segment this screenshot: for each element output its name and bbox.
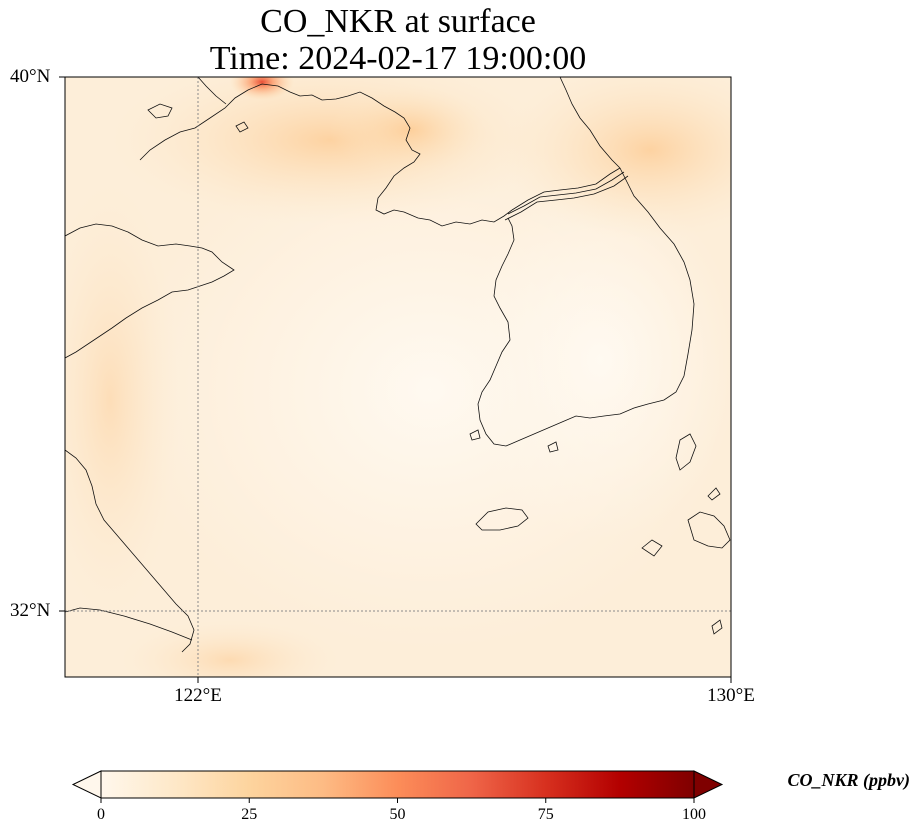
map-title: CO_NKR at surface <box>260 3 536 40</box>
colorbar-extend-max <box>693 770 724 799</box>
colorbar-label: CO_NKR (ppbv) <box>787 770 911 790</box>
axis-ticks <box>59 76 732 683</box>
map-frame <box>64 76 732 678</box>
gridlines <box>65 77 731 677</box>
colorbar-gradient <box>101 771 694 798</box>
colorbar-tick-50: 50 <box>389 806 406 823</box>
lon-label-130e: 130°E <box>707 685 755 706</box>
colorbar-tick-0: 0 <box>97 806 105 823</box>
colorbar-tick-75: 75 <box>537 806 554 823</box>
lon-label-122e: 122°E <box>174 685 222 706</box>
co-hotspot <box>230 77 294 100</box>
lat-label-32n: 32°N <box>10 600 51 621</box>
colorbar-extend-min <box>71 770 102 799</box>
map-time-subtitle: Time: 2024-02-17 19:00:00 <box>209 40 587 77</box>
colorbar-tick-100: 100 <box>682 806 706 823</box>
concentration-field <box>65 77 731 677</box>
coastlines <box>65 77 731 653</box>
lat-label-40n: 40°N <box>10 66 51 87</box>
colorbar <box>71 770 724 803</box>
colorbar-tick-25: 25 <box>241 806 258 823</box>
